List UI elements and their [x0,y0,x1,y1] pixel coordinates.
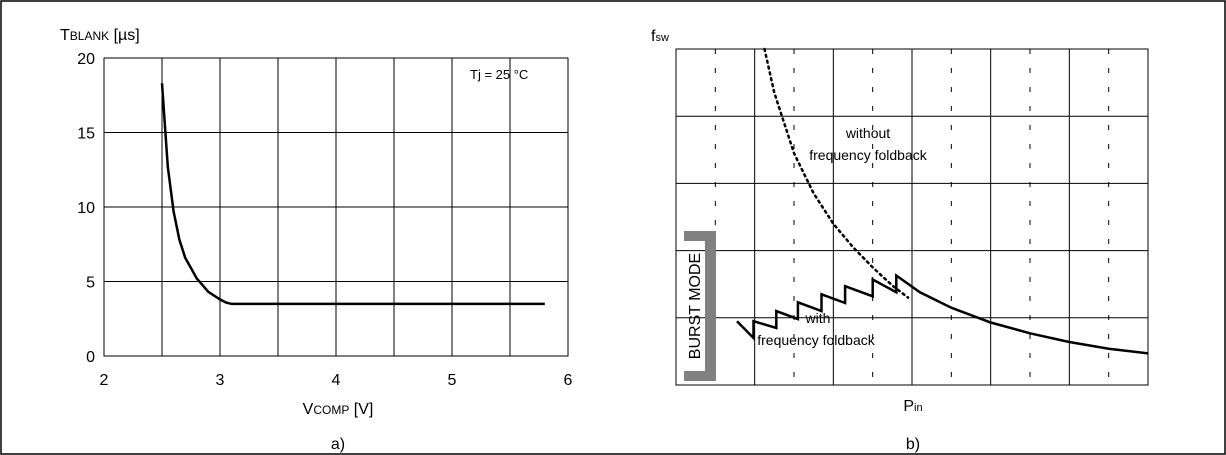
chart-a-panel-label: a) [331,436,345,453]
chart-a-y-tick-label: 15 [77,126,95,143]
chart-b-plot-area [675,48,1149,386]
chart-a-x-tick-labels: 2 3 4 5 6 [100,372,573,389]
chart-a-grid [104,58,568,356]
chart-a-annotation: Tj = 25 °C [470,67,528,82]
chart-b-series-without-foldback [763,47,910,299]
chart-a-x-tick-label: 5 [448,372,457,389]
chart-a-y-tick-label: 20 [77,51,95,68]
chart-b: BURST MODE without frequency foldback wi… [651,28,1149,453]
chart-a-series-line [160,83,545,306]
chart-a-x-tick-label: 4 [332,372,341,389]
chart-a-points [162,83,545,304]
chart-a-plot-area [103,57,569,357]
chart-b-x-axis-label: Pin [903,398,922,415]
chart-a-y-tick-labels: 0 5 10 15 20 [77,51,95,366]
chart-a-x-tick-label: 2 [100,372,109,389]
burst-mode-label: BURST MODE [687,253,704,359]
chart-b-series-with-foldback [736,273,1149,355]
chart-a-x-tick-label: 6 [564,372,573,389]
burst-bracket-vertical [705,231,716,381]
chart-b-annotation-without-line2: frequency foldback [809,147,928,163]
chart-b-annotation-with-line1: with [805,310,831,326]
chart-a-x-tick-label: 3 [216,372,225,389]
burst-bracket-top [684,231,716,241]
chart-a-y-tick-label: 0 [86,349,95,366]
chart-a-y-axis-label: TBLANK [µs] [60,27,140,44]
chart-a: 0 5 10 15 20 2 3 4 5 6 TBLANK [µs] VCOMP [V] Tj … [60,27,573,453]
chart-b-panel-label: b) [906,436,920,453]
burst-bracket-bottom [684,371,716,381]
chart-b-grid [676,49,1148,385]
chart-b-annotation-without-line1: without [845,125,890,141]
chart-a-y-tick-label: 5 [86,275,95,292]
chart-b-burst-bracket: BURST MODE [684,231,716,381]
chart-a-y-tick-label: 10 [77,200,95,217]
chart-a-x-axis-label: VCOMP [V] [303,401,374,418]
chart-b-annotation-with-line2: frequency foldback [757,332,876,348]
chart-b-y-axis-label: fsw [651,28,669,45]
